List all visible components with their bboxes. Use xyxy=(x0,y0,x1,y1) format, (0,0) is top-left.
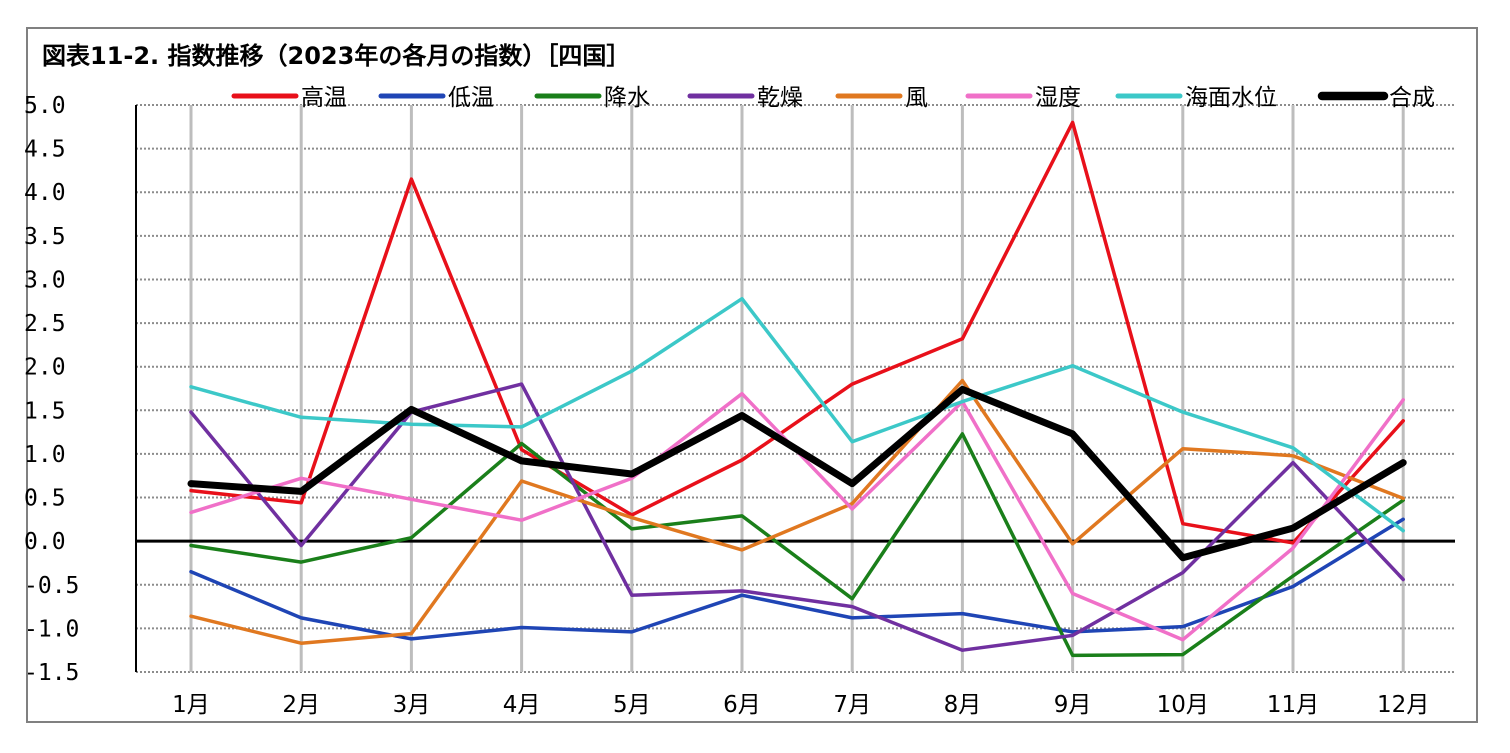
x-axis: 1月 2月 3月 4月 5月 6月 7月 8月 9月 10月 11月 12月 xyxy=(136,539,1455,718)
y-tick-label: 4.5 xyxy=(24,137,66,163)
x-tick-label: 9月 xyxy=(1054,692,1092,718)
series-line-3 xyxy=(189,432,1405,658)
x-tick-label: 5月 xyxy=(613,692,651,718)
y-axis: 5.0 4.5 4.0 3.5 3.0 2.5 2.0 1.5 1.0 0.5 0.0 -0.5 -1.… xyxy=(24,93,137,686)
legend-label-5: 風 xyxy=(905,85,928,111)
x-tick-label: 2月 xyxy=(282,692,320,718)
grid-lines xyxy=(136,104,1455,673)
y-tick-label: 0.0 xyxy=(24,529,66,555)
x-tick-label: 4月 xyxy=(503,692,541,718)
series-line-5 xyxy=(189,378,1405,645)
x-tick-label: 3月 xyxy=(393,692,431,718)
legend-label-6: 湿度 xyxy=(1035,85,1081,111)
series-line-1 xyxy=(189,120,1405,545)
legend-label-1: 高温 xyxy=(301,85,347,111)
series-lines xyxy=(187,120,1407,658)
y-tick-label: 2.0 xyxy=(24,355,66,381)
y-tick-label: -1.5 xyxy=(24,660,79,686)
x-tick-label: 1月 xyxy=(172,692,210,718)
x-tick-label: 6月 xyxy=(723,692,761,718)
y-tick-label: 1.5 xyxy=(24,398,66,424)
legend: 高温 低温 降水 乾燥 風 湿度 海面水位 合成 xyxy=(231,85,1435,111)
y-tick-label: 4.0 xyxy=(24,180,66,206)
legend-label-2: 低温 xyxy=(448,85,494,111)
y-tick-label: 0.5 xyxy=(24,486,66,512)
x-tick-label: 10月 xyxy=(1157,692,1209,718)
y-tick-label: 5.0 xyxy=(24,93,66,119)
series-line-6 xyxy=(189,391,1405,642)
y-tick-label: 2.5 xyxy=(24,311,66,337)
legend-label-3: 降水 xyxy=(604,85,650,111)
legend-label-8: 合成 xyxy=(1389,85,1435,111)
y-tick-label: -0.5 xyxy=(24,573,79,599)
legend-label-7: 海面水位 xyxy=(1185,85,1277,111)
series-line-2 xyxy=(189,517,1405,641)
y-tick-label: -1.0 xyxy=(24,616,79,642)
x-tick-label: 12月 xyxy=(1377,692,1429,718)
x-tick-label: 7月 xyxy=(833,692,871,718)
y-tick-label: 3.5 xyxy=(24,224,66,250)
chart-title: 図表11-2. 指数推移（2023年の各月の指数）［四国］ xyxy=(42,42,631,70)
y-tick-label: 3.0 xyxy=(24,267,66,293)
series-line-7 xyxy=(189,296,1405,533)
legend-label-4: 乾燥 xyxy=(757,85,803,111)
series-line-8 xyxy=(187,385,1407,562)
y-tick-label: 1.0 xyxy=(24,442,66,468)
x-tick-label: 11月 xyxy=(1267,692,1319,718)
x-tick-label: 8月 xyxy=(944,692,982,718)
